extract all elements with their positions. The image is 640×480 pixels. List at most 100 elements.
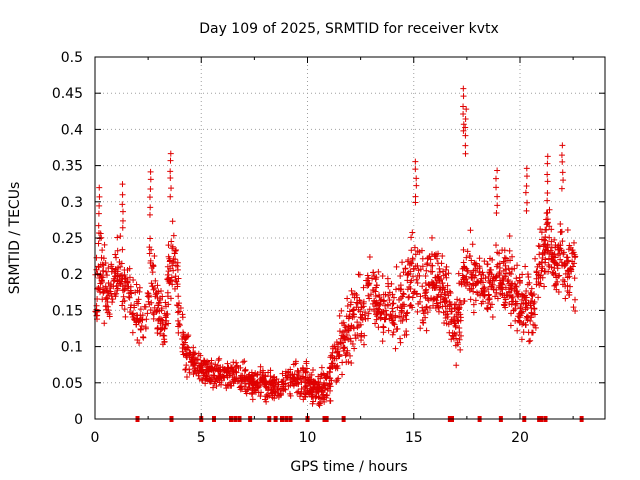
data-point [518, 291, 525, 298]
data-point [175, 308, 182, 315]
data-point [245, 386, 252, 393]
data-point [184, 333, 191, 340]
data-point [344, 295, 351, 302]
data-point [435, 305, 442, 312]
data-point [562, 295, 569, 302]
data-point [393, 263, 400, 270]
data-point [146, 211, 153, 218]
data-point [460, 127, 467, 134]
data-point [524, 199, 531, 206]
data-point [501, 294, 508, 301]
data-point [126, 274, 133, 281]
data-point [502, 255, 509, 262]
data-point [520, 329, 527, 336]
data-point [339, 339, 346, 346]
data-point [355, 322, 362, 329]
data-point [317, 386, 324, 393]
data-point [333, 363, 340, 370]
data-point [442, 315, 449, 322]
data-point [442, 291, 449, 298]
data-point [278, 390, 285, 397]
data-point [440, 268, 447, 275]
data-point [135, 296, 142, 303]
data-point [167, 157, 174, 164]
data-point [150, 309, 157, 316]
data-point [354, 331, 361, 338]
data-point [470, 282, 477, 289]
data-point [147, 186, 154, 193]
data-point [167, 175, 174, 182]
data-point [464, 267, 471, 274]
data-point [509, 253, 516, 260]
data-point [388, 316, 395, 323]
data-point [208, 360, 215, 367]
data-point [183, 362, 190, 369]
data-point [182, 346, 189, 353]
data-point [390, 329, 397, 336]
data-point [394, 325, 401, 332]
data-point [100, 262, 107, 269]
data-point [267, 367, 274, 374]
data-point [485, 273, 492, 280]
data-point [454, 341, 461, 348]
data-point [519, 321, 526, 328]
data-point [212, 361, 219, 368]
data-point [119, 181, 126, 188]
data-point [448, 336, 455, 343]
data-point [97, 280, 104, 287]
data-point [381, 316, 388, 323]
data-point [546, 206, 553, 213]
data-point [155, 300, 162, 307]
data-point [105, 307, 112, 314]
data-point [157, 320, 164, 327]
data-point [533, 281, 540, 288]
data-point [450, 335, 457, 342]
data-point [250, 379, 257, 386]
data-point [460, 85, 467, 92]
data-point [157, 330, 164, 337]
data-point [147, 204, 154, 211]
data-point [390, 294, 397, 301]
data-point [154, 307, 161, 314]
data-point [384, 301, 391, 308]
data-point [562, 262, 569, 269]
data-point [262, 396, 269, 403]
y-tick-label: 0.25 [52, 231, 83, 247]
y-tick-label: 0.4 [61, 122, 83, 138]
data-point [349, 307, 356, 314]
data-point [271, 392, 278, 399]
data-point [98, 254, 105, 261]
data-point [282, 386, 289, 393]
data-point [512, 317, 519, 324]
data-point [99, 274, 106, 281]
data-point [347, 352, 354, 359]
data-point [519, 292, 526, 299]
data-point [392, 314, 399, 321]
data-point [127, 283, 134, 290]
data-point [486, 269, 493, 276]
data-point [460, 103, 467, 110]
data-point [424, 309, 431, 316]
chart-title: Day 109 of 2025, SRMTID for receiver kvt… [199, 21, 499, 37]
data-point [527, 289, 534, 296]
data-point [228, 382, 235, 389]
data-point [408, 259, 415, 266]
data-point [136, 317, 143, 324]
data-point [326, 369, 333, 376]
data-point [544, 189, 551, 196]
data-point [315, 378, 322, 385]
data-point [302, 393, 309, 400]
data-point [518, 336, 525, 343]
data-point [522, 263, 529, 270]
data-point [119, 201, 126, 208]
data-point [462, 150, 469, 157]
data-point [303, 360, 310, 367]
data-point [148, 299, 155, 306]
x-tick-label: 0 [91, 430, 100, 446]
data-point [472, 261, 479, 268]
data-point [571, 260, 578, 267]
data-point [494, 193, 501, 200]
data-point [186, 366, 193, 373]
data-point [175, 293, 182, 300]
data-point [303, 382, 310, 389]
